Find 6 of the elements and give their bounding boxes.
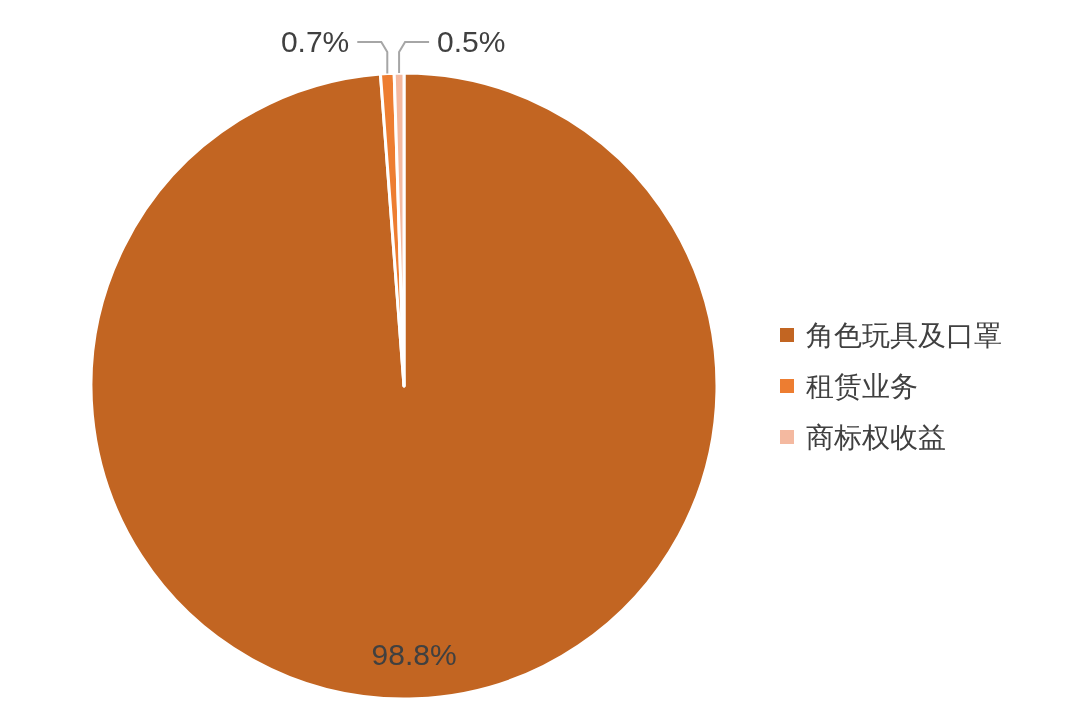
data-label: 0.7% [280,25,350,58]
data-label: 98.8% [371,637,457,671]
legend-label: 商标权收益 [806,422,946,453]
legend-label: 角色玩具及口罩 [806,320,1002,351]
legend-label: 租赁业务 [806,371,918,402]
data-label: 0.5% [437,25,506,58]
